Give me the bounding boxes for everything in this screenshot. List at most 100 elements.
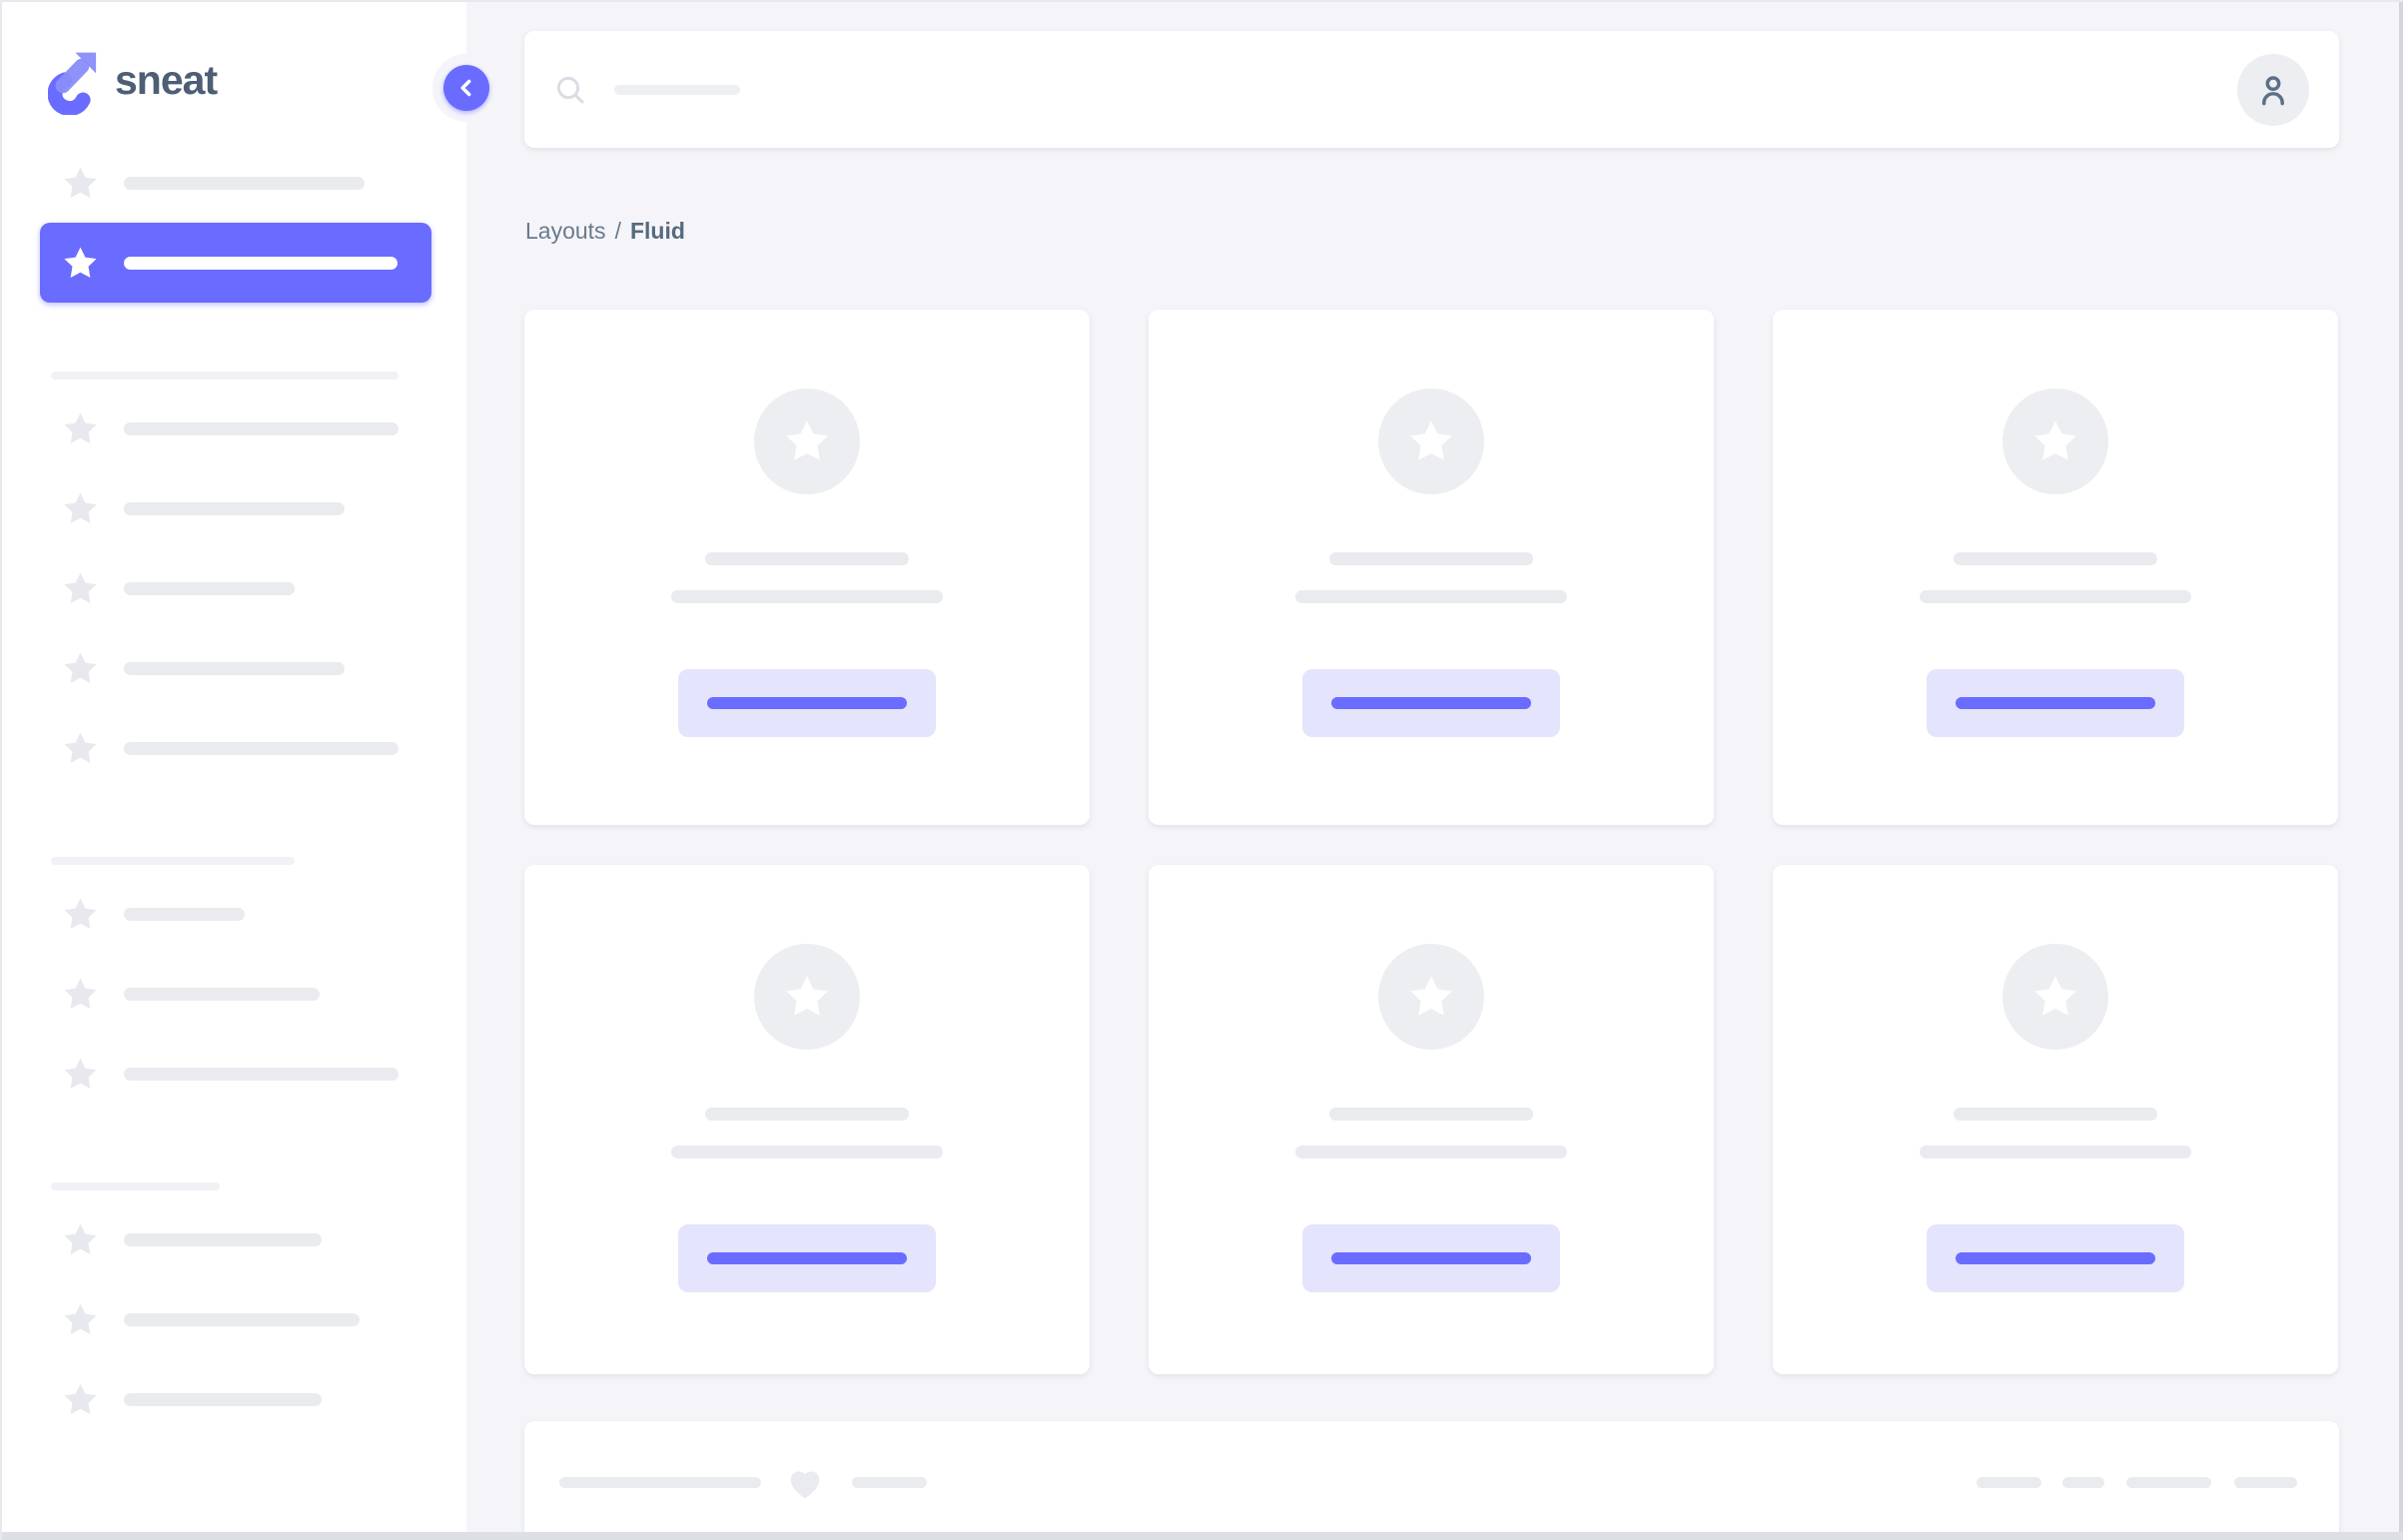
sidebar-item[interactable]	[2, 628, 466, 708]
card-line-1	[1954, 1108, 2157, 1121]
cards-grid	[524, 310, 2338, 1374]
window-edge-bottom	[2, 1532, 2403, 1540]
skeleton-bar	[124, 176, 365, 190]
sidebar-menu	[2, 143, 466, 1439]
star-icon	[62, 490, 99, 527]
sidebar-collapse-button[interactable]	[443, 65, 489, 111]
skeleton-bar	[124, 987, 320, 1001]
top-navbar	[524, 31, 2339, 148]
footer-bar	[2126, 1477, 2211, 1488]
star-icon	[62, 245, 99, 282]
sidebar-section-divider	[51, 372, 399, 380]
breadcrumb: Layouts / Fluid	[525, 214, 685, 248]
card-button-bar	[707, 697, 907, 709]
sidebar-item[interactable]	[2, 1279, 466, 1359]
skeleton-bar	[124, 741, 399, 755]
breadcrumb-separator: /	[614, 218, 621, 244]
placeholder-card	[1773, 310, 2338, 825]
sidebar-section-divider	[51, 857, 295, 865]
star-icon	[62, 1221, 99, 1258]
card-button[interactable]	[1302, 1224, 1560, 1292]
footer-bar	[2062, 1477, 2104, 1488]
card-button-bar	[1956, 1252, 2155, 1264]
footer-card	[524, 1421, 2339, 1534]
skeleton-bar	[124, 1232, 322, 1246]
sidebar-item[interactable]	[2, 1359, 466, 1439]
card-button[interactable]	[678, 669, 936, 737]
skeleton-bar	[124, 256, 398, 270]
footer-bar	[1977, 1477, 2041, 1488]
card-button[interactable]	[1927, 1224, 2184, 1292]
placeholder-card	[1773, 865, 2338, 1374]
card-line-2	[1295, 1146, 1567, 1158]
star-icon	[62, 1381, 99, 1418]
star-icon	[62, 410, 99, 447]
brand-logo[interactable]: sneat	[48, 50, 218, 115]
card-avatar	[754, 944, 860, 1050]
sidebar-item[interactable]	[2, 468, 466, 548]
breadcrumb-parent[interactable]: Layouts	[525, 218, 606, 244]
card-line-2	[671, 1146, 943, 1158]
placeholder-card	[524, 310, 1090, 825]
card-button[interactable]	[1302, 669, 1560, 737]
search-placeholder-bar	[614, 84, 740, 95]
search-input[interactable]	[554, 31, 2237, 148]
star-icon	[783, 417, 831, 465]
footer-bar	[559, 1477, 761, 1488]
placeholder-card	[1149, 310, 1714, 825]
sidebar: sneat	[2, 2, 466, 1534]
search-icon	[556, 76, 584, 103]
star-icon	[62, 570, 99, 607]
card-button-bar	[707, 1252, 907, 1264]
star-icon	[62, 165, 99, 202]
card-avatar	[754, 388, 860, 494]
star-icon	[2031, 417, 2079, 465]
sidebar-item[interactable]	[2, 1199, 466, 1279]
sidebar-item-active[interactable]	[40, 223, 431, 303]
skeleton-bar	[124, 1312, 360, 1326]
star-icon	[1407, 973, 1455, 1021]
sidebar-item[interactable]	[2, 548, 466, 628]
user-avatar-button[interactable]	[2237, 53, 2309, 126]
card-button-bar	[1956, 697, 2155, 709]
card-button[interactable]	[678, 1224, 936, 1292]
chevron-left-icon	[460, 79, 471, 97]
skeleton-bar	[124, 421, 399, 435]
card-line-2	[671, 590, 943, 603]
card-line-1	[705, 552, 909, 565]
sneat-logo-icon	[48, 52, 97, 115]
card-line-2	[1920, 590, 2191, 603]
heart-icon	[784, 1463, 826, 1503]
sidebar-toggle-ring	[432, 54, 500, 122]
sidebar-item[interactable]	[2, 954, 466, 1034]
sidebar-item[interactable]	[2, 708, 466, 788]
card-avatar	[2002, 388, 2108, 494]
card-line-2	[1295, 590, 1567, 603]
card-button[interactable]	[1927, 669, 2184, 737]
card-avatar	[1378, 388, 1484, 494]
main-content: Layouts / Fluid	[524, 2, 2339, 1540]
skeleton-bar	[124, 661, 345, 675]
sidebar-item[interactable]	[2, 143, 466, 223]
card-line-1	[1329, 1108, 1533, 1121]
card-button-bar	[1331, 697, 1531, 709]
skeleton-bar	[124, 501, 345, 515]
skeleton-bar	[124, 1067, 399, 1081]
card-button-bar	[1331, 1252, 1531, 1264]
star-icon	[62, 650, 99, 687]
brand-name: sneat	[115, 57, 218, 103]
card-avatar	[1378, 944, 1484, 1050]
window-edge-right	[2399, 2, 2403, 1540]
star-icon	[1407, 417, 1455, 465]
footer-right-group	[1977, 1477, 2297, 1488]
sidebar-item[interactable]	[2, 388, 466, 468]
card-line-1	[705, 1108, 909, 1121]
sidebar-item[interactable]	[2, 874, 466, 954]
footer-bar	[852, 1477, 927, 1488]
placeholder-card	[524, 865, 1090, 1374]
page-title: Fluid	[629, 218, 685, 244]
star-icon	[2031, 973, 2079, 1021]
sidebar-item[interactable]	[2, 1034, 466, 1114]
skeleton-bar	[124, 581, 295, 595]
